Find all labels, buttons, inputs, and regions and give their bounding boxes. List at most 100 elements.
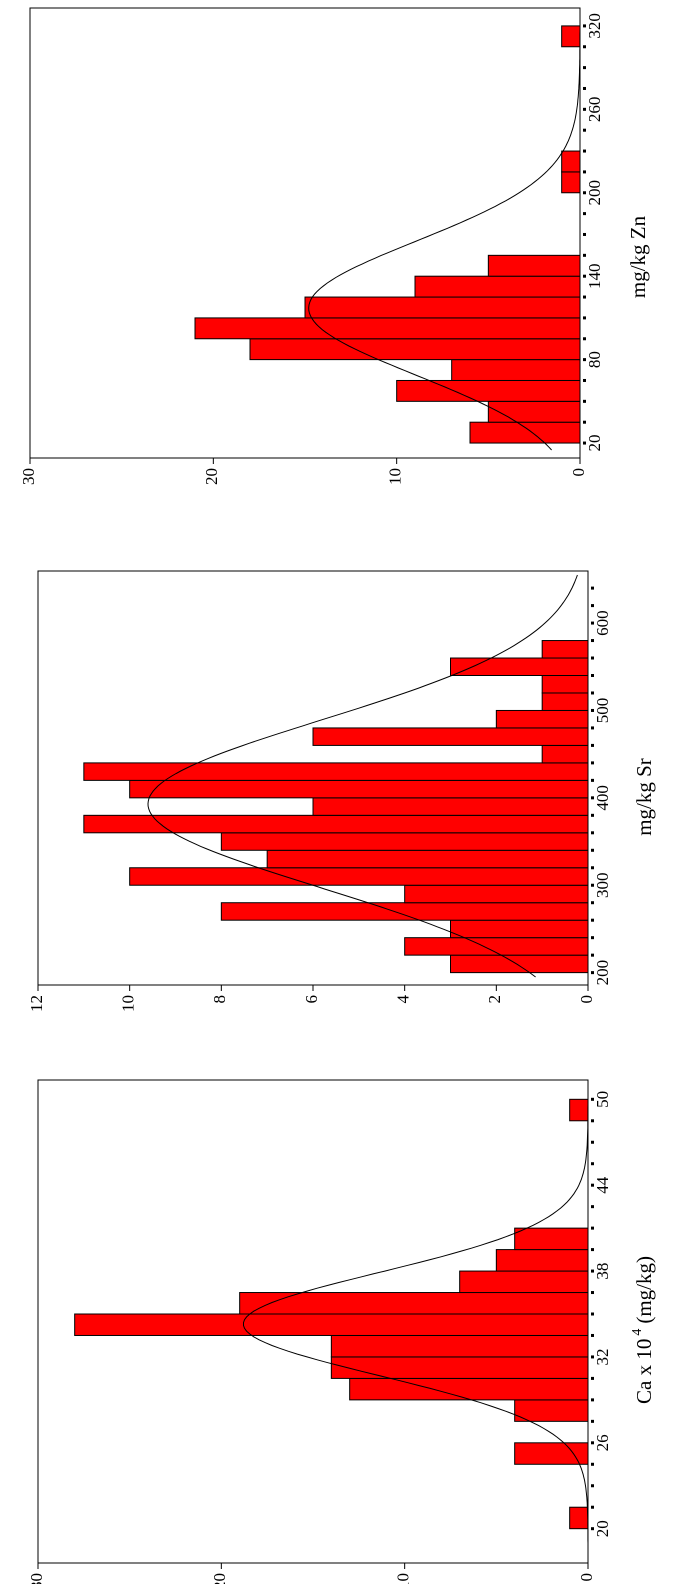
- x-tick-dot: [583, 295, 586, 299]
- histogram-bar: [541, 640, 589, 659]
- x-tick-dot: [591, 1119, 594, 1123]
- x-tick-label: 20: [585, 435, 604, 452]
- x-tick-dot: [583, 191, 586, 195]
- x-tick-dot: [583, 107, 586, 111]
- x-tick-dot: [591, 1162, 594, 1166]
- histogram-bar: [459, 1270, 589, 1294]
- x-tick-label: 80: [585, 351, 604, 368]
- histogram-bar: [541, 675, 589, 694]
- histogram-bar: [561, 171, 581, 194]
- x-tick-dot: [591, 848, 594, 852]
- histogram-bar: [514, 1227, 589, 1251]
- x-tick-dot: [591, 1419, 594, 1423]
- x-tick-label: 200: [585, 180, 604, 206]
- histogram-bar: [194, 317, 581, 340]
- x-tick-dot: [583, 170, 586, 174]
- histogram-bar: [239, 1292, 589, 1315]
- x-tick-dot: [591, 1333, 594, 1337]
- y-tick-label: 0: [569, 468, 588, 477]
- x-axis-title: mg/kg Zn: [626, 215, 650, 298]
- x-tick-dot: [591, 656, 594, 660]
- x-tick-dot: [591, 1226, 594, 1230]
- x-tick-dot: [591, 796, 594, 800]
- x-tick-dot: [583, 399, 586, 403]
- y-tick-label: 4: [394, 995, 413, 1004]
- x-tick-dot: [591, 1097, 594, 1101]
- histogram-bar: [83, 762, 589, 781]
- x-axis-title: mg/kg Sr: [632, 758, 656, 836]
- histogram-bar: [495, 709, 589, 729]
- histogram-bar: [414, 275, 581, 298]
- x-tick-dot: [591, 883, 594, 887]
- x-tick-dot: [591, 743, 594, 747]
- histogram-bar: [330, 1334, 589, 1358]
- x-tick-label: 500: [593, 698, 612, 724]
- x-tick-dot: [591, 936, 594, 940]
- x-tick-dot: [591, 621, 594, 625]
- x-axis-title-text: mg/kg Zn: [626, 215, 650, 298]
- y-tick-label: 20: [210, 1573, 229, 1584]
- histogram-sr: 0 2 4 6 8 10 12 200 300 400 500 600 mg/kg Sr: [27, 570, 656, 1012]
- plot-frame: [29, 7, 581, 459]
- y-tick-label: 10: [119, 995, 138, 1012]
- x-axis-title-text: mg/kg Sr: [632, 758, 656, 836]
- x-tick-dot: [583, 66, 586, 70]
- histogram-bar: [74, 1313, 589, 1336]
- x-tick-dot: [591, 778, 594, 782]
- x-tick-dot: [591, 831, 594, 835]
- y-tick-label: 10: [394, 1573, 413, 1584]
- x-tick-dot: [591, 761, 594, 765]
- histogram-bar: [220, 832, 589, 851]
- histogram-bar: [450, 954, 589, 974]
- x-tick-dot: [591, 1205, 594, 1209]
- x-tick-dot: [591, 586, 594, 590]
- x-axis-title-superscript: 4: [630, 1329, 645, 1336]
- x-tick-label: 400: [593, 785, 612, 811]
- x-tick-dot: [583, 441, 586, 445]
- x-tick-dot: [583, 378, 586, 382]
- x-tick-dot: [591, 918, 594, 922]
- y-tick-label: 12: [27, 995, 46, 1012]
- x-tick-dot: [583, 128, 586, 132]
- x-tick-label: 200: [593, 960, 612, 986]
- x-tick-label: 600: [593, 610, 612, 636]
- y-tick-label: 6: [302, 995, 321, 1004]
- x-tick-label: 32: [593, 1348, 612, 1365]
- histogram-bar: [220, 902, 589, 921]
- x-tick-label: 320: [585, 13, 604, 39]
- x-tick-dot: [583, 86, 586, 90]
- x-tick-dot: [591, 1484, 594, 1488]
- histogram-bar: [487, 254, 581, 277]
- y-tick-label: 30: [19, 468, 38, 485]
- x-tick-dot: [591, 953, 594, 957]
- histogram-bar: [561, 150, 581, 173]
- y-tick-label: 30: [27, 1573, 46, 1584]
- x-tick-dot: [583, 337, 586, 341]
- x-tick-dot: [583, 212, 586, 216]
- y-tick-label: 8: [210, 995, 229, 1004]
- x-tick-dot: [583, 253, 586, 257]
- x-tick-label: 44: [593, 1176, 612, 1194]
- histogram-bar: [304, 296, 581, 319]
- x-tick-dot: [591, 1312, 594, 1316]
- histogram-bar: [249, 338, 581, 361]
- x-tick-dot: [591, 1527, 594, 1531]
- x-tick-dot: [591, 1355, 594, 1359]
- x-tick-dot: [583, 358, 586, 362]
- histogram-bar: [312, 727, 589, 746]
- x-tick-dot: [591, 1291, 594, 1295]
- x-tick-label: 140: [585, 263, 604, 289]
- x-tick-dot: [591, 813, 594, 817]
- x-axis-title-text: Ca x 10: [632, 1339, 656, 1404]
- histogram-bar: [330, 1356, 589, 1379]
- x-tick-dot: [591, 674, 594, 677]
- x-tick-label: 26: [593, 1434, 612, 1451]
- histogram-bar: [495, 1249, 589, 1272]
- histogram-zn: 0 10 20 30 20 80 140 200 260 320 mg/kg Zn: [19, 7, 650, 485]
- x-tick-dot: [583, 274, 586, 278]
- x-tick-label: 20: [593, 1520, 612, 1537]
- y-tick-label: 0: [577, 995, 596, 1004]
- x-tick-label: 50: [593, 1091, 612, 1108]
- histogram-bar: [569, 1098, 589, 1122]
